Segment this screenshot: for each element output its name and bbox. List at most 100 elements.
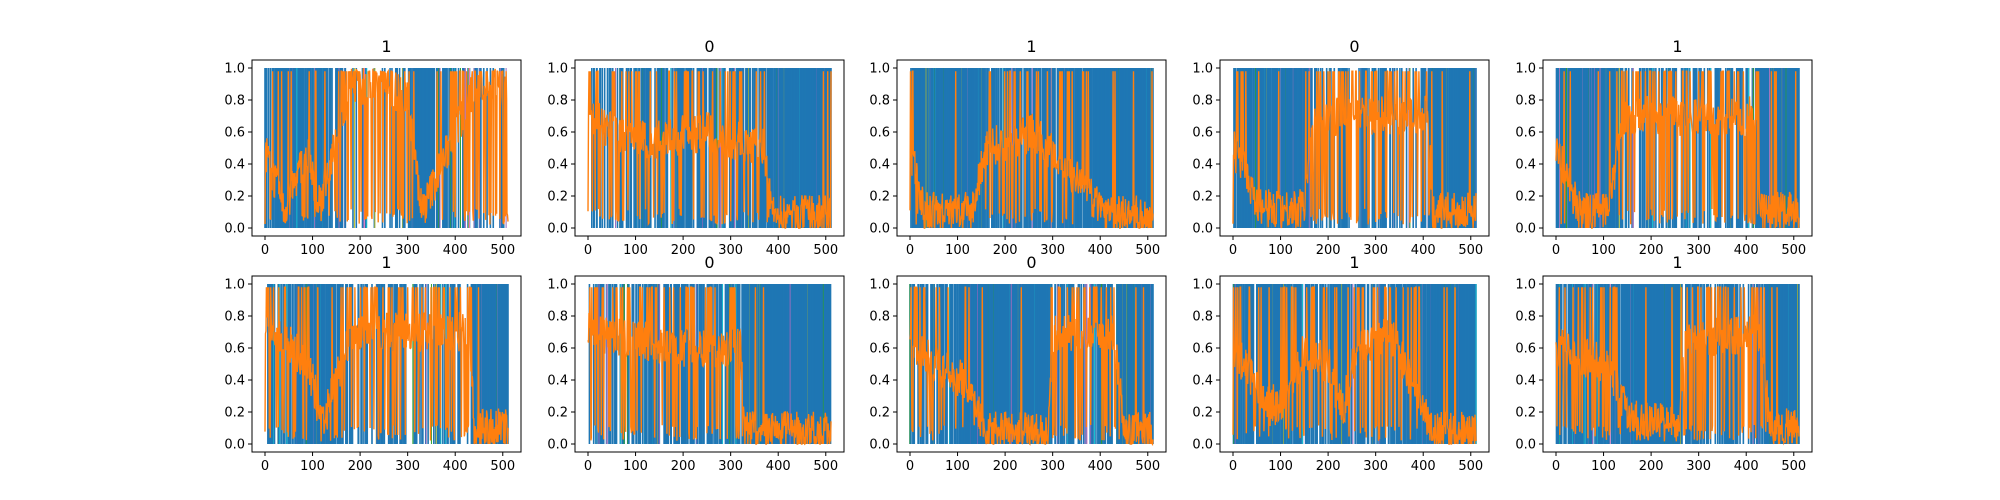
y-tick-label: 0.2 <box>547 406 568 421</box>
y-tick-label: 0.4 <box>547 158 568 173</box>
x-tick-label: 400 <box>766 459 791 474</box>
orange-series <box>909 286 1154 447</box>
y-tick-label: 0.0 <box>224 438 245 453</box>
x-tick-label: 500 <box>813 243 838 258</box>
subplot-3: 1 0.0 0.2 0.4 0.6 0.8 1.0 0 100 200 300 400 500 <box>869 37 1167 258</box>
axes-frame <box>1219 59 1490 237</box>
x-tick-label: 400 <box>766 243 791 258</box>
x-tick-label: 100 <box>1591 243 1616 258</box>
y-tick-label: 0.6 <box>1515 126 1536 141</box>
y-tick-label: 0.8 <box>224 94 245 109</box>
x-tick-label: 400 <box>1411 459 1436 474</box>
y-tick-label: 0.4 <box>1192 158 1213 173</box>
axes-frame <box>1542 59 1813 237</box>
plot-area <box>264 68 509 228</box>
y-tick-label: 0.6 <box>547 126 568 141</box>
y-tick-label: 0.6 <box>1192 126 1213 141</box>
x-tick-label: 0 <box>906 243 914 258</box>
y-tick-label: 0.0 <box>1192 222 1213 237</box>
y-tick-label: 0.8 <box>1192 94 1213 109</box>
orange-series <box>909 70 1154 229</box>
plot-area <box>587 284 832 446</box>
y-tick-label: 0.2 <box>1515 406 1536 421</box>
x-tick-label: 300 <box>395 459 420 474</box>
y-tick-label: 0.8 <box>1515 94 1536 109</box>
y-tick-label: 1.0 <box>547 278 568 293</box>
plot-area <box>264 284 509 445</box>
y-tick-label: 0.2 <box>869 406 890 421</box>
x-tick-label: 200 <box>348 459 373 474</box>
y-tick-label: 0.0 <box>547 222 568 237</box>
axes-frame <box>251 59 522 237</box>
x-tick-label: 0 <box>1552 459 1560 474</box>
axes-frame <box>251 275 522 453</box>
y-tick-label: 1.0 <box>869 62 890 77</box>
y-tick-label: 0.4 <box>869 158 890 173</box>
axes-frame <box>896 59 1167 237</box>
x-tick-label: 0 <box>261 459 269 474</box>
subplot-10: 1 0.0 0.2 0.4 0.6 0.8 1.0 0 100 200 300 400 500 <box>1515 253 1813 474</box>
x-tick-label: 200 <box>993 243 1018 258</box>
subplot-title: 1 <box>1349 253 1359 272</box>
x-tick-label: 300 <box>1686 243 1711 258</box>
x-tick-label: 0 <box>906 459 914 474</box>
y-tick-label: 0.6 <box>869 342 890 357</box>
x-tick-label: 400 <box>1088 243 1113 258</box>
y-tick-label: 0.6 <box>1192 342 1213 357</box>
axes-frame <box>1219 275 1490 453</box>
y-tick-label: 0.0 <box>1515 222 1536 237</box>
y-tick-label: 0.0 <box>869 438 890 453</box>
x-tick-label: 0 <box>1229 243 1237 258</box>
y-tick-label: 0.2 <box>1192 406 1213 421</box>
y-tick-label: 0.6 <box>869 126 890 141</box>
x-tick-label: 400 <box>1088 459 1113 474</box>
x-tick-label: 200 <box>993 459 1018 474</box>
y-tick-label: 0.2 <box>869 190 890 205</box>
x-tick-label: 200 <box>671 459 696 474</box>
x-tick-label: 500 <box>490 459 515 474</box>
y-tick-label: 0.2 <box>1192 190 1213 205</box>
y-tick-label: 0.6 <box>1515 342 1536 357</box>
x-tick-label: 400 <box>1734 459 1759 474</box>
y-tick-label: 0.4 <box>869 374 890 389</box>
x-tick-label: 500 <box>1458 243 1483 258</box>
x-tick-label: 100 <box>300 243 325 258</box>
subplot-title: 1 <box>1672 37 1682 56</box>
x-tick-label: 500 <box>1135 243 1160 258</box>
subplot-1: 1 0.0 0.2 0.4 0.6 0.8 1.0 0 100 200 300 400 500 <box>224 37 522 258</box>
orange-series <box>1555 286 1800 446</box>
subplot-title: 1 <box>381 37 391 56</box>
axes-frame <box>896 275 1167 453</box>
y-tick-label: 0.8 <box>869 310 890 325</box>
subplot-2: 0 0.0 0.2 0.4 0.6 0.8 1.0 0 100 200 300 400 500 <box>547 37 845 258</box>
orange-series <box>1232 286 1477 446</box>
axes-frame <box>1542 275 1813 453</box>
x-tick-label: 100 <box>945 243 970 258</box>
y-tick-label: 0.8 <box>224 310 245 325</box>
x-tick-label: 300 <box>1363 243 1388 258</box>
x-tick-label: 100 <box>300 459 325 474</box>
x-tick-label: 200 <box>671 243 696 258</box>
y-tick-label: 0.0 <box>869 222 890 237</box>
x-tick-label: 200 <box>348 243 373 258</box>
y-tick-label: 0.2 <box>224 190 245 205</box>
subplot-5: 1 0.0 0.2 0.4 0.6 0.8 1.0 0 100 200 300 400 500 <box>1515 37 1813 258</box>
x-tick-label: 500 <box>813 459 838 474</box>
y-tick-label: 0.6 <box>547 342 568 357</box>
plot-area <box>1555 284 1800 446</box>
subplot-title: 1 <box>1026 37 1036 56</box>
x-tick-label: 100 <box>1591 459 1616 474</box>
axes-frame <box>574 275 845 453</box>
y-tick-label: 0.8 <box>1192 310 1213 325</box>
x-tick-label: 400 <box>443 459 468 474</box>
x-tick-label: 100 <box>1268 459 1293 474</box>
y-tick-label: 0.2 <box>224 406 245 421</box>
subplot-title: 0 <box>704 253 714 272</box>
plot-area <box>909 68 1154 229</box>
y-tick-label: 1.0 <box>869 278 890 293</box>
x-tick-label: 200 <box>1316 243 1341 258</box>
orange-series <box>587 70 832 230</box>
y-tick-label: 1.0 <box>547 62 568 77</box>
x-tick-label: 0 <box>1552 243 1560 258</box>
x-tick-label: 500 <box>1781 243 1806 258</box>
